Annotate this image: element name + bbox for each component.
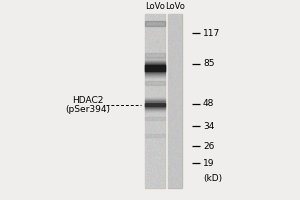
Text: (kD): (kD) (203, 174, 222, 183)
Text: 34: 34 (203, 122, 214, 131)
Text: 117: 117 (203, 29, 220, 38)
Text: 85: 85 (203, 59, 214, 68)
Text: 48: 48 (203, 99, 214, 108)
Text: LoVo: LoVo (145, 2, 165, 11)
Bar (168, 14, 182, 188)
Text: 26: 26 (203, 142, 214, 151)
Text: HDAC2: HDAC2 (72, 96, 104, 105)
Text: 19: 19 (203, 159, 214, 168)
Text: LoVo: LoVo (165, 2, 185, 11)
Bar (145, 14, 165, 188)
Text: (pSer394): (pSer394) (65, 105, 110, 114)
